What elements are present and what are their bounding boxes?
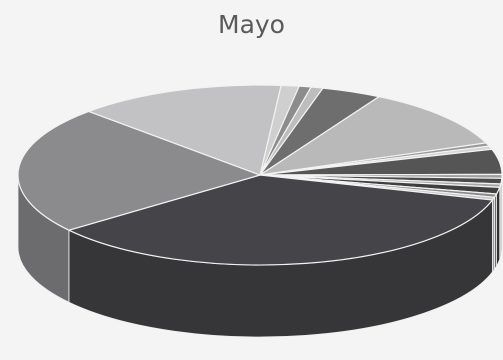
pie-tops <box>17 84 503 266</box>
chart-title: Mayo <box>218 10 285 39</box>
pie-slice-side-11 <box>496 187 501 268</box>
pie-slice-14 <box>68 174 494 266</box>
pie-slice-15 <box>17 110 261 231</box>
pie-sides <box>17 174 503 338</box>
pie-slice-16 <box>88 84 282 176</box>
pie-slice-4 <box>259 96 487 176</box>
